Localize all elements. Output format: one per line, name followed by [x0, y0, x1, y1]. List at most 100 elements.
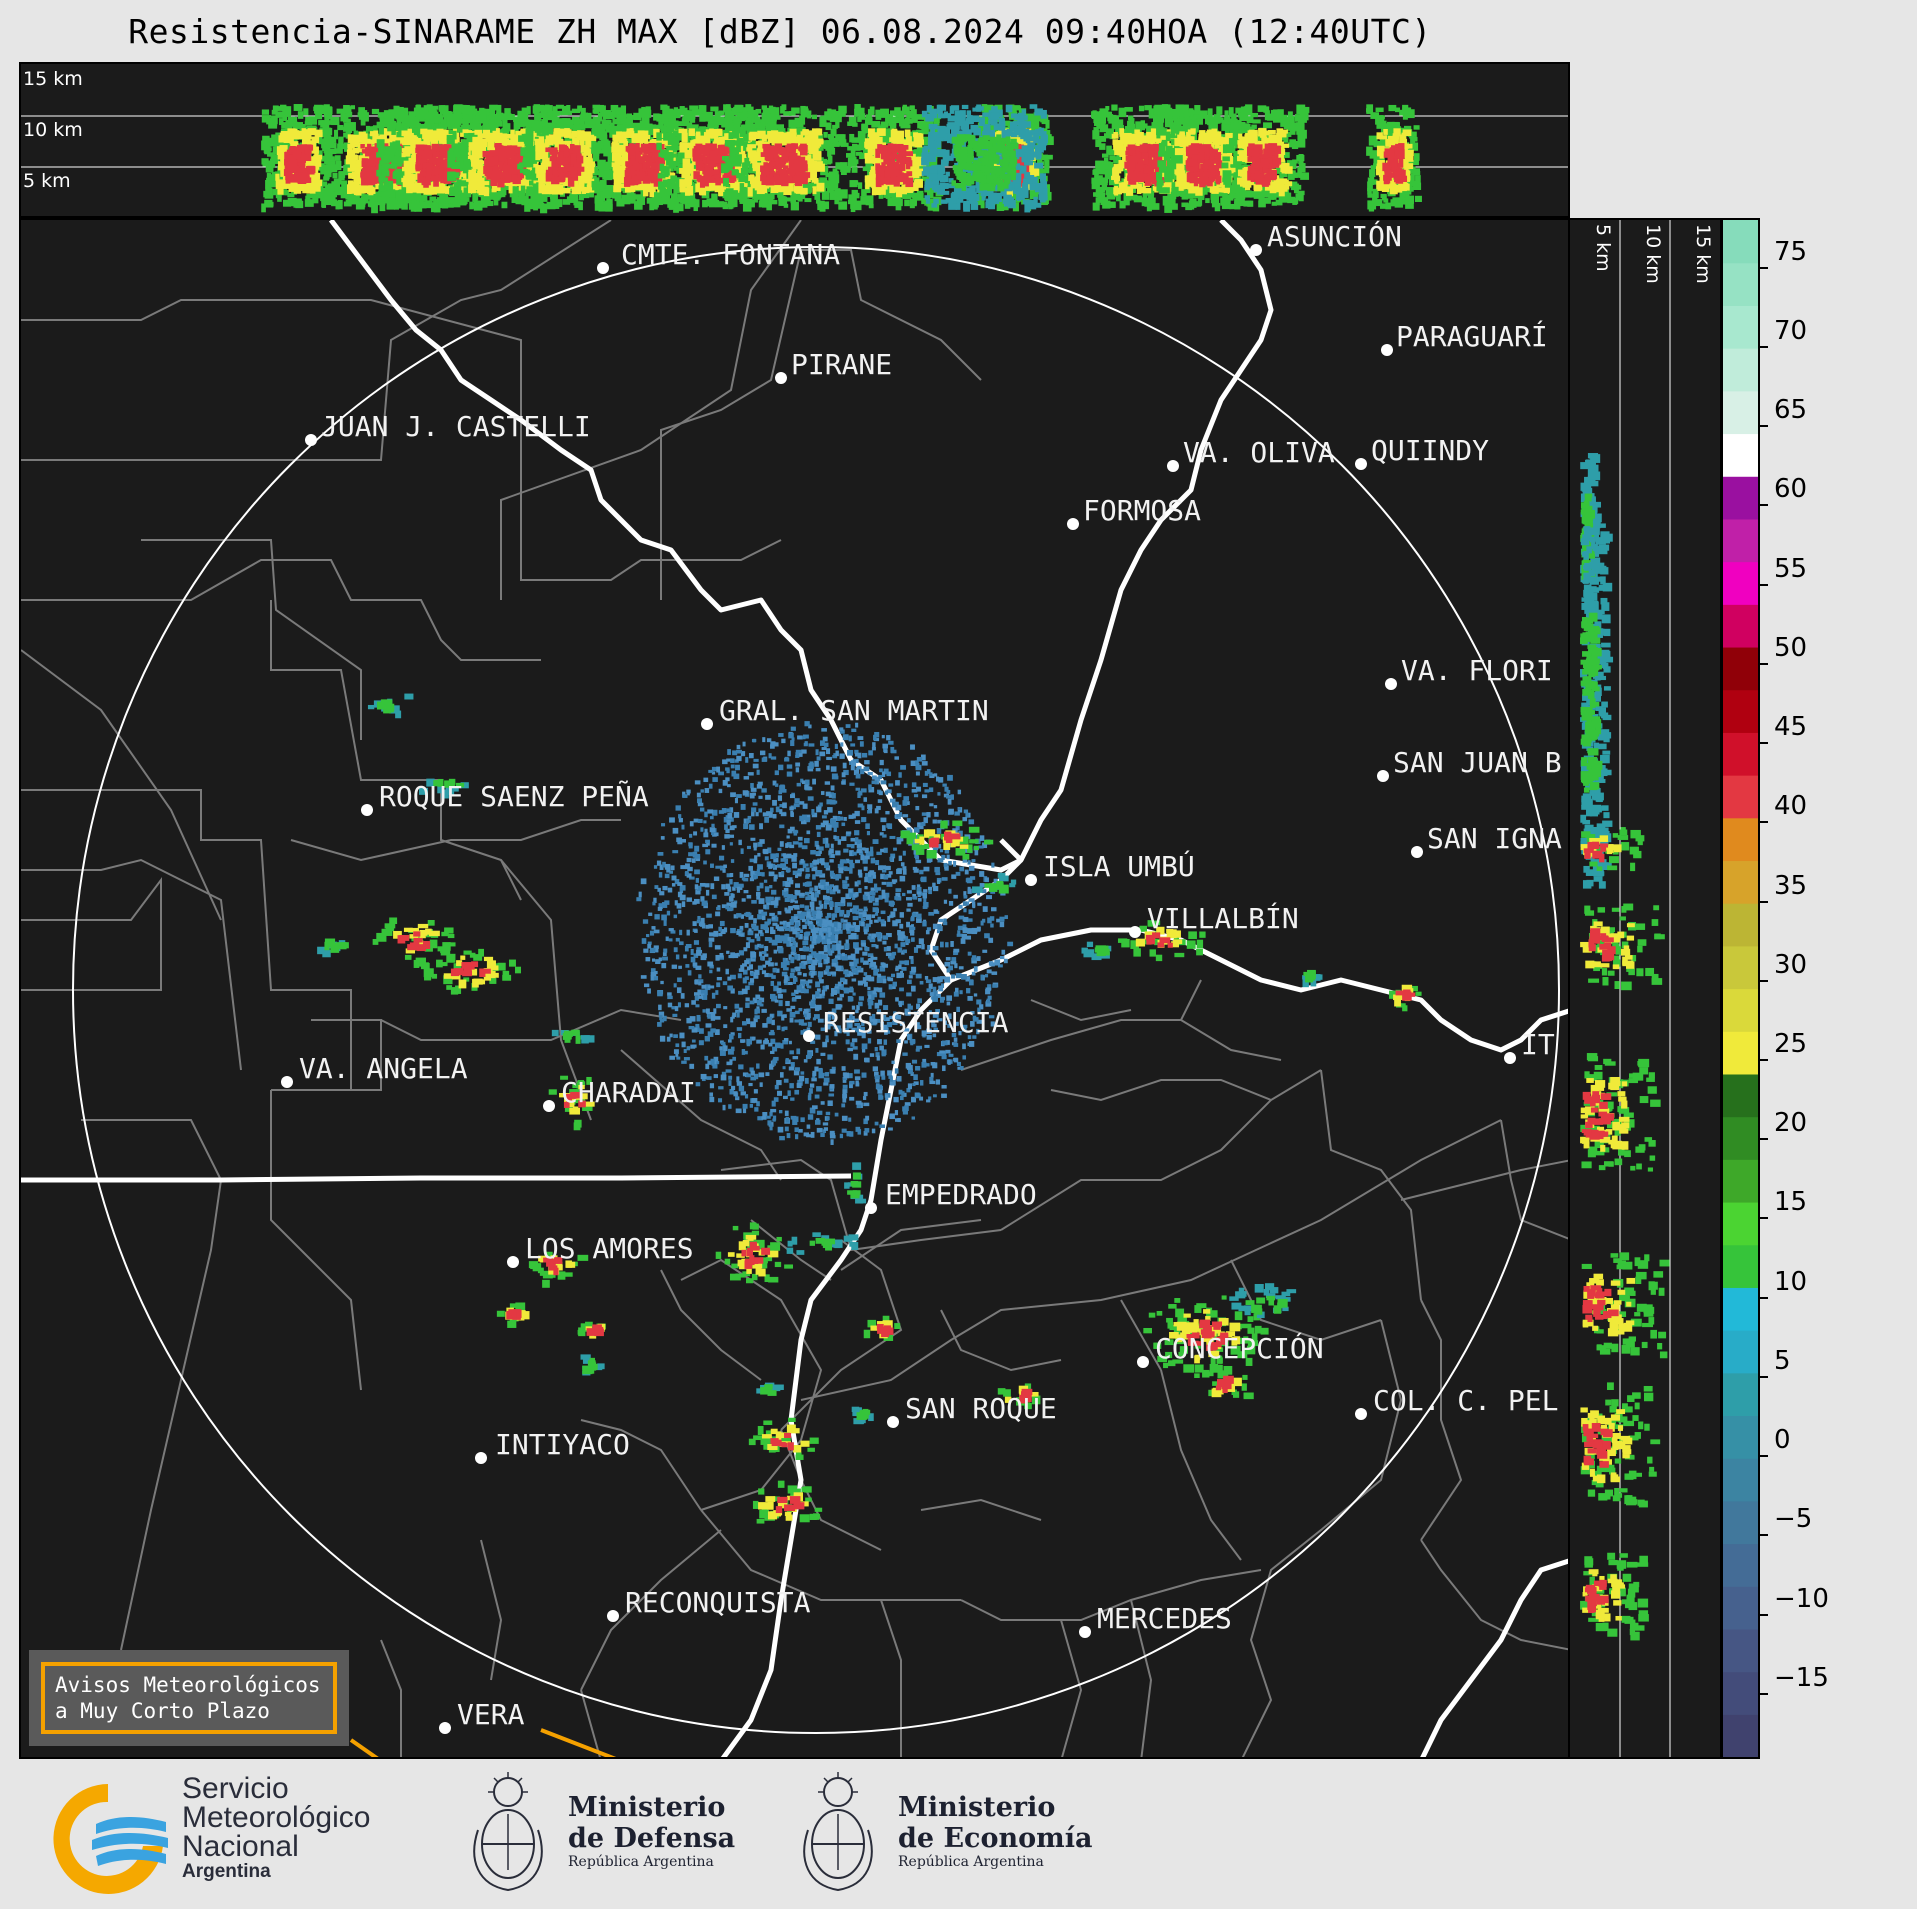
echo-cell: [597, 140, 602, 151]
echo-cell: [592, 185, 597, 191]
echo-cell: [752, 159, 758, 169]
echo-cell: [642, 134, 651, 140]
echo-cell: [599, 180, 607, 186]
echo-cell: [490, 176, 498, 187]
echo-cell: [645, 182, 655, 192]
echo-cell: [458, 146, 467, 152]
echo-cell: [401, 148, 408, 153]
echo-cell: [603, 202, 609, 209]
echo-cell: [527, 181, 535, 191]
echo-cell: [415, 144, 425, 149]
echo-cell: [382, 154, 391, 163]
echo-cell: [472, 132, 482, 140]
echo-cell: [775, 143, 781, 150]
echo-cell: [715, 201, 725, 208]
echo-cell: [742, 162, 749, 171]
echo-cell: [705, 182, 712, 191]
echo-cell: [569, 193, 579, 203]
echo-cell: [311, 175, 318, 186]
echo-cell: [697, 170, 707, 178]
echo-cell: [531, 170, 538, 180]
echo-cell: [750, 187, 759, 195]
echo-cell: [505, 172, 512, 182]
echo-cell: [595, 123, 601, 130]
echo-cell: [297, 156, 305, 163]
echo-cell: [729, 152, 738, 157]
echo-cell: [267, 152, 275, 157]
echo-cell: [759, 185, 768, 194]
echo-cell: [616, 131, 623, 138]
echo-cell: [354, 174, 359, 182]
echo-cell: [546, 153, 552, 158]
echo-cell: [665, 166, 670, 176]
echo-cell: [507, 159, 514, 166]
echo-cell: [730, 154, 740, 164]
echo-cell: [708, 200, 717, 208]
echo-cell: [525, 161, 534, 168]
echo-cell: [717, 153, 725, 162]
echo-cell: [355, 202, 365, 210]
echo-cell: [495, 166, 500, 174]
echo-cell: [336, 108, 344, 114]
echo-cell: [824, 180, 831, 189]
echo-cell: [684, 111, 690, 121]
echo-cell: [492, 169, 502, 179]
echo-cell: [609, 170, 616, 180]
echo-cell: [398, 189, 406, 196]
echo-cell: [516, 122, 521, 130]
echo-cell: [343, 168, 352, 176]
echo-cell: [332, 164, 338, 173]
echo-cell: [285, 177, 291, 184]
echo-cell: [663, 132, 671, 141]
echo-cell: [829, 191, 838, 200]
echo-cell: [668, 160, 677, 169]
echo-cell: [360, 117, 366, 126]
echo-cell: [468, 171, 477, 181]
echo-cell: [391, 126, 396, 135]
echo-cell: [555, 104, 564, 109]
echo-cell: [484, 197, 491, 203]
echo-cell: [780, 196, 788, 206]
echo-cell: [598, 202, 607, 212]
echo-cell: [672, 146, 678, 153]
echo-cell: [754, 118, 760, 129]
echo-cell: [544, 104, 550, 110]
echo-cell: [767, 123, 774, 128]
echo-cell: [615, 143, 620, 153]
echo-cell: [350, 105, 356, 110]
echo-cell: [454, 113, 463, 123]
echo-cell: [632, 194, 642, 200]
echo-cell: [639, 151, 644, 160]
echo-cell: [353, 130, 359, 139]
echo-cell: [646, 147, 653, 153]
echo-cell: [477, 144, 486, 153]
echo-cell: [582, 112, 589, 122]
echo-cell: [653, 113, 660, 121]
echo-cell: [261, 140, 268, 151]
echo-cell: [356, 180, 362, 185]
echo-cell: [707, 170, 714, 176]
echo-cell: [785, 139, 794, 144]
echo-cell: [716, 116, 725, 126]
echo-cell: [617, 165, 624, 171]
echo-cell: [269, 140, 277, 147]
echo-cell: [515, 132, 524, 138]
echo-cell: [396, 123, 406, 131]
echo-cell: [280, 169, 285, 177]
echo-cell: [623, 125, 628, 135]
echo-cell: [711, 193, 718, 204]
echo-cell: [708, 176, 717, 183]
echo-cell: [626, 113, 633, 123]
echo-cell: [713, 169, 720, 175]
echo-cell: [858, 182, 863, 189]
echo-cell: [596, 189, 603, 199]
echo-cell: [299, 167, 306, 177]
echo-cell: [289, 156, 297, 164]
echo-cell: [265, 179, 272, 189]
echo-cell: [451, 161, 460, 169]
echo-cell: [681, 132, 688, 143]
echo-cell: [673, 113, 681, 119]
echo-cell: [747, 123, 757, 132]
echo-cell: [586, 184, 595, 193]
echo-cell: [410, 183, 420, 193]
